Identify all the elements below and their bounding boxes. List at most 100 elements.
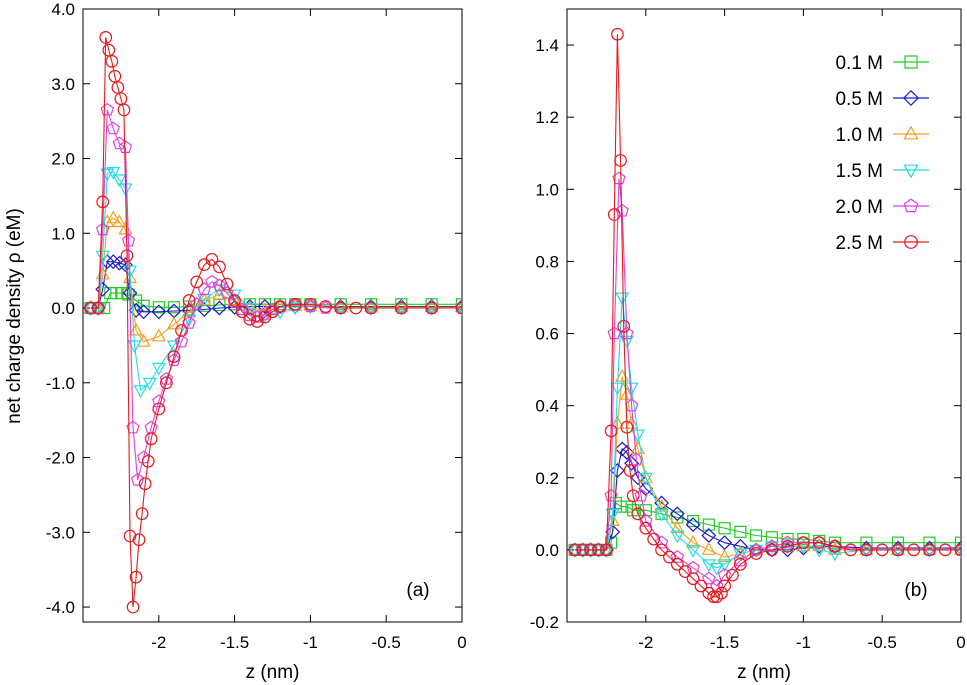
data-point (364, 301, 378, 315)
data-point (953, 544, 961, 558)
data-point (151, 304, 167, 320)
legend-label: 0.1 M (835, 53, 883, 74)
data-point (654, 508, 669, 522)
data-point (812, 544, 827, 558)
data-point (133, 385, 148, 399)
y-tick-label: 1.0 (535, 180, 559, 199)
y-tick-label: -3.0 (46, 523, 75, 542)
data-point (624, 382, 639, 396)
legend-marker (902, 89, 920, 107)
x-tick-label: 0 (457, 633, 466, 652)
legend: 0.1 M 0.5 M 1.0 M 1.5 M 2.0 M 2.5 M (835, 53, 929, 254)
data-point (827, 548, 843, 562)
legend-label: 0.5 M (835, 89, 883, 110)
data-point (454, 299, 462, 313)
data-point (605, 513, 620, 527)
data-point (112, 174, 127, 188)
legend-marker (904, 235, 918, 249)
series-line (574, 447, 961, 551)
data-point (701, 542, 716, 555)
data-point (859, 542, 874, 555)
data-point (174, 334, 189, 348)
data-point (827, 538, 843, 554)
data-point (220, 277, 234, 291)
data-point (363, 303, 379, 316)
y-tick-label: 0.4 (535, 397, 559, 416)
legend-marker (903, 164, 919, 179)
data-point (670, 550, 685, 563)
data-point (151, 362, 166, 376)
legend-marker (904, 55, 918, 69)
y-tick-label: 1.0 (51, 224, 75, 243)
data-point (654, 535, 669, 549)
legend-label: 2.5 M (835, 233, 883, 254)
data-point (890, 542, 906, 555)
data-point (211, 300, 227, 316)
data-point (394, 301, 408, 315)
data-point (670, 530, 685, 544)
y-tick-label: -1.0 (46, 374, 75, 393)
series-1_5-M (567, 292, 961, 576)
data-point (734, 525, 747, 538)
data-point (189, 297, 204, 310)
legend-label: 1.5 M (835, 161, 883, 182)
data-point (95, 250, 110, 264)
data-point (257, 299, 273, 314)
y-tick-label: 0.0 (51, 299, 75, 318)
series-1_0-M (567, 368, 961, 563)
data-point (726, 568, 739, 582)
data-point (828, 539, 842, 553)
data-point (205, 274, 219, 288)
data-point (781, 532, 794, 546)
data-point (749, 542, 763, 556)
series-2_5-M (568, 27, 961, 604)
data-point (190, 275, 204, 289)
series-1_0-M (83, 210, 462, 347)
data-point (121, 233, 136, 247)
data-point (584, 543, 598, 557)
data-point (733, 553, 748, 567)
data-point (100, 168, 115, 182)
data-point (685, 534, 701, 548)
y-tick-label: -4.0 (46, 598, 75, 617)
legend-marker (903, 198, 919, 213)
data-point (228, 294, 241, 307)
data-point (288, 302, 303, 316)
data-point (634, 488, 648, 502)
series-line (574, 178, 961, 587)
data-point (220, 285, 234, 299)
data-point (639, 504, 652, 517)
data-point (96, 195, 110, 209)
y-tick-label: -2.0 (46, 449, 75, 468)
data-point (95, 281, 111, 297)
data-point (394, 303, 409, 316)
x-tick-label: -2 (638, 633, 653, 652)
y-tick-label: 4.0 (51, 0, 75, 19)
data-point (844, 543, 858, 557)
x-tick-label: -2 (151, 633, 166, 652)
data-point (106, 167, 121, 180)
data-point (333, 299, 348, 313)
data-point (623, 464, 637, 477)
x-tick-label: -0.5 (372, 633, 401, 652)
data-point (243, 312, 257, 326)
data-point (797, 536, 810, 550)
panel-label: (a) (406, 580, 429, 601)
data-point (568, 543, 582, 557)
data-point (701, 559, 716, 573)
data-point (890, 544, 906, 558)
legend-label: 2.0 M (835, 197, 883, 218)
data-point (455, 301, 462, 315)
data-point (923, 543, 936, 557)
data-point (424, 303, 439, 316)
data-point (106, 121, 121, 135)
data-point (655, 543, 668, 557)
data-point (922, 542, 937, 555)
y-tick-label: 0.2 (535, 469, 559, 488)
y-tick-label: -0.2 (530, 613, 559, 632)
legend-label: 1.0 M (835, 125, 883, 146)
data-point (614, 154, 627, 167)
data-point (212, 286, 227, 300)
data-point (604, 424, 618, 438)
